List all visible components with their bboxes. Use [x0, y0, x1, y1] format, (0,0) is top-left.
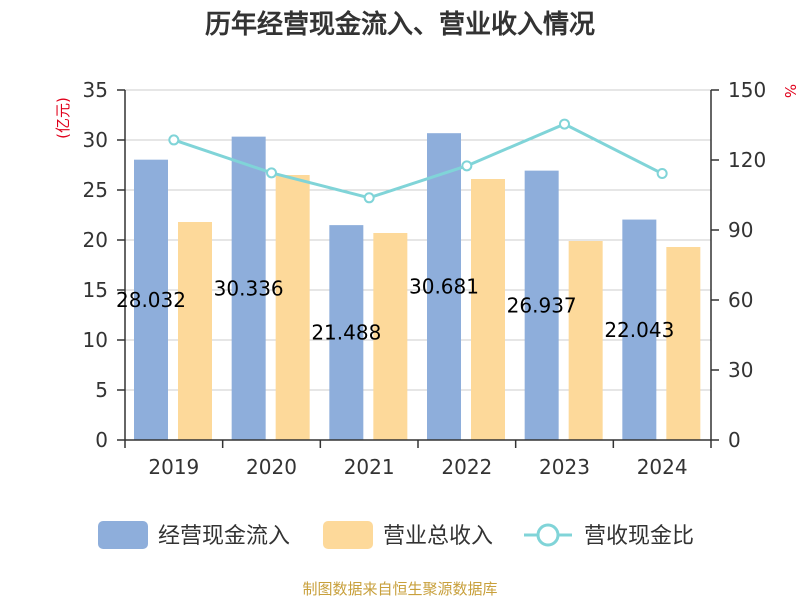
left-tick-label: 25	[83, 178, 108, 202]
bar-revenue	[568, 241, 603, 440]
ratio-point	[168, 134, 180, 146]
grid-lines	[125, 89, 711, 391]
legend-swatch-cash-inflow	[98, 521, 148, 549]
data-source-note: 制图数据来自恒生聚源数据库	[302, 580, 497, 598]
bars	[134, 133, 701, 440]
data-label-cash-inflow: 28.032	[116, 288, 186, 312]
ratio-point	[363, 192, 375, 204]
x-tick-labels: 2019 2020 2021 2022 2023 2024	[124, 440, 712, 479]
data-label-cash-inflow: 30.336	[214, 276, 284, 300]
right-tick-label: 150	[728, 78, 766, 102]
data-label-cash-inflow: 22.043	[604, 318, 674, 342]
data-label-cash-inflow: 30.681	[409, 275, 479, 299]
bar-cash-inflow	[427, 133, 461, 440]
left-tick-label: 10	[83, 328, 108, 352]
ratio-line	[168, 118, 668, 204]
right-tick-label: 60	[728, 288, 753, 312]
right-tick-label: 30	[728, 358, 753, 382]
bar-revenue	[178, 222, 212, 440]
ratio-point	[461, 160, 473, 172]
data-labels: 28.032 30.336 21.488 30.681 26.937 22.043	[116, 275, 674, 345]
right-tick-label: 90	[728, 218, 753, 242]
left-tick-label: 30	[83, 128, 108, 152]
left-tick-label: 0	[95, 428, 108, 452]
right-tick-label: 0	[728, 428, 741, 452]
data-label-cash-inflow: 26.937	[507, 293, 577, 317]
x-tick-label: 2024	[637, 455, 688, 479]
left-tick-labels: 0 5 10 15 20 25 30 35	[83, 78, 125, 452]
left-tick-label: 15	[83, 278, 108, 302]
bar-cash-inflow	[231, 136, 266, 440]
bar-revenue	[471, 179, 505, 440]
x-tick-label: 2023	[539, 455, 590, 479]
right-axis-unit: %	[781, 84, 799, 98]
ratio-point	[266, 167, 277, 179]
x-tick-label: 2021	[344, 455, 395, 479]
bar-revenue	[275, 175, 310, 440]
right-tick-labels: 0 30 60 90 120 150	[711, 78, 766, 452]
left-axis-unit: (亿元)	[54, 97, 72, 139]
left-tick-label: 35	[83, 78, 108, 102]
legend-marker-ratio	[536, 523, 560, 547]
ratio-polyline	[173, 122, 663, 200]
bar-cash-inflow	[329, 225, 364, 440]
data-label-cash-inflow: 21.488	[311, 321, 381, 345]
legend-swatch-revenue	[323, 521, 373, 549]
left-tick-label: 20	[83, 228, 108, 252]
legend-label-ratio: 营收现金比	[584, 524, 694, 549]
chart-title: 历年经营现金流入、营业收入情况	[205, 9, 595, 40]
x-tick-label: 2020	[246, 455, 297, 479]
x-tick-label: 2022	[441, 455, 492, 479]
bar-cash-inflow	[134, 159, 168, 440]
right-tick-label: 120	[728, 148, 766, 172]
legend-label-cash-inflow: 经营现金流入	[158, 524, 290, 549]
x-tick-label: 2019	[148, 455, 199, 479]
bar-cash-inflow	[622, 219, 657, 440]
ratio-point	[656, 168, 668, 180]
legend-label-revenue: 营业总收入	[383, 524, 493, 549]
bar-cash-inflow	[524, 170, 559, 440]
ratio-point	[559, 118, 570, 130]
left-tick-label: 5	[95, 378, 108, 402]
bar-revenue	[666, 247, 701, 440]
legend: 经营现金流入 营业总收入 营收现金比	[98, 521, 694, 549]
bar-revenue	[373, 233, 408, 440]
